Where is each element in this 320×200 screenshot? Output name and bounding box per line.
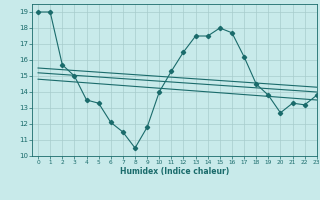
X-axis label: Humidex (Indice chaleur): Humidex (Indice chaleur) [120, 167, 229, 176]
